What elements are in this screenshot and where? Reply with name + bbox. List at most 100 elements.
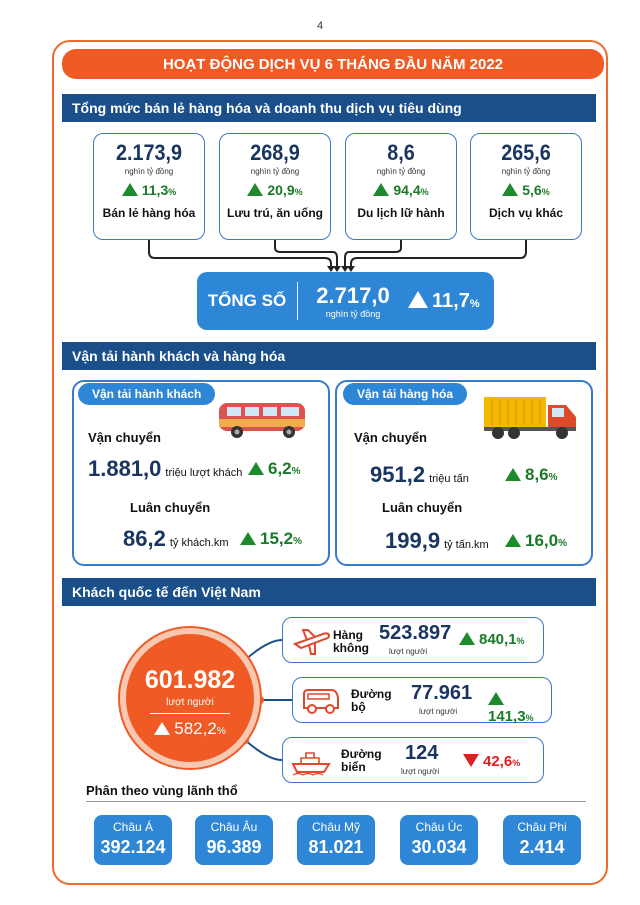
cargo-title: Vận tải hàng hóa — [343, 383, 468, 405]
airplane-icon — [293, 629, 331, 655]
up-arrow-icon — [505, 468, 521, 481]
region-name: Châu Âu — [210, 820, 258, 834]
up-arrow-icon — [488, 692, 504, 705]
up-arrow-icon — [505, 534, 521, 547]
mode-unit: lượt người — [419, 707, 458, 716]
down-arrow-icon — [463, 754, 479, 767]
retail-value: 265,6 — [501, 140, 551, 165]
pct-sign: % — [541, 187, 550, 197]
retail-value: 2.173,9 — [115, 140, 183, 165]
page-number: 4 — [316, 20, 324, 32]
mode-value: 523.897 — [379, 622, 452, 644]
mode-change: 141,3% — [488, 691, 551, 725]
retail-card-goods: 2.173,9 nghìn tỷ đồng 11,3% Bán lẻ hàng … — [93, 133, 205, 240]
mode-row-sea: Đường biển 124 lượt người 42,6% — [282, 737, 544, 783]
passenger-card — [72, 380, 330, 566]
mode-change: 840,1% — [459, 631, 525, 648]
pct-sign: % — [168, 187, 177, 197]
cargo-carry-unit: triệu tấn — [429, 473, 469, 485]
region-value: 2.414 — [519, 837, 565, 857]
mode-pct: 141,3 — [488, 708, 526, 725]
transport-heading: Vận tải hành khách và hàng hóa — [62, 342, 596, 370]
mode-value: 77.961 — [411, 682, 473, 704]
bus-icon — [219, 403, 305, 438]
region-name: Châu Á — [112, 820, 154, 834]
pct-sign: % — [516, 636, 525, 646]
visitors-total-circle: 601.982 lượt người 582,2% — [120, 628, 260, 768]
page-frame — [52, 40, 608, 885]
passenger-rotate-value: 86,2 — [123, 526, 166, 551]
mode-name: Đường bộ — [351, 687, 392, 714]
retail-label: Dịch vụ khác — [488, 206, 564, 220]
pct-sign: % — [558, 538, 567, 549]
pct-sign: % — [294, 187, 303, 197]
retail-unit: nghìn tỷ đồng — [124, 167, 174, 176]
region-name: Châu Phi — [517, 820, 567, 834]
up-arrow-icon — [502, 183, 519, 196]
pct-sign: % — [420, 187, 429, 197]
retail-pct: 20,9 — [267, 182, 295, 198]
region-box: Châu Á 392.124 — [94, 815, 172, 865]
cargo-carry-pct: 8,6 — [525, 465, 549, 484]
cargo-carry-label: Vận chuyển — [354, 430, 427, 445]
passenger-carry: 1.881,0 triệu lượt khách — [88, 456, 242, 482]
total-value: 2.717,0 — [316, 283, 390, 308]
visitors-total-unit: lượt người — [166, 697, 214, 708]
total-divider — [297, 282, 298, 320]
passenger-carry-pct: 6,2 — [268, 459, 292, 478]
pct-sign: % — [469, 297, 480, 310]
pct-sign: % — [291, 466, 301, 477]
mode-row-air: Hàng không 523.897 lượt người 840,1% — [282, 617, 544, 663]
retail-card-other: 265,6 nghìn tỷ đồng 5,6% Dịch vụ khác — [470, 133, 582, 240]
ship-icon — [291, 752, 331, 776]
mode-value: 124 — [405, 742, 439, 764]
region-value: 96.389 — [206, 837, 262, 857]
pct-sign: % — [293, 536, 302, 547]
region-value: 392.124 — [100, 837, 166, 857]
passenger-rotate-unit: tỷ khách.km — [169, 537, 229, 549]
up-arrow-icon — [154, 722, 171, 735]
up-arrow-icon — [248, 462, 264, 475]
cargo-carry-value: 951,2 — [370, 462, 426, 487]
passenger-carry-change: 6,2% — [248, 459, 301, 479]
region-box: Châu Mỹ 81.021 — [297, 815, 375, 865]
retail-unit: nghìn tỷ đồng — [250, 167, 300, 176]
page-title: HOẠT ĐỘNG DỊCH VỤ 6 THÁNG ĐẦU NĂM 2022 — [62, 49, 604, 79]
passenger-rotate-label: Luân chuyển — [130, 500, 211, 515]
retail-pct: 11,3 — [141, 182, 169, 198]
cargo-card — [335, 380, 593, 566]
region-title: Phân theo vùng lãnh thổ — [86, 783, 238, 798]
region-box: Châu Âu 96.389 — [195, 815, 273, 865]
pct-sign: % — [525, 713, 534, 723]
retail-heading: Tổng mức bán lẻ hàng hóa và doanh thu dị… — [62, 94, 596, 122]
cargo-rotate-value: 199,9 — [385, 528, 441, 553]
retail-label: Bán lẻ hàng hóa — [102, 206, 196, 220]
retail-total: TỔNG SỐ 2.717,0 nghìn tỷ đồng 11,7% — [197, 272, 494, 330]
cargo-carry-change: 8,6% — [505, 465, 558, 485]
region-box: Châu Úc 30.034 — [400, 815, 478, 865]
passenger-carry-value: 1.881,0 — [88, 456, 162, 481]
cargo-rotate: 199,9 tỷ tấn.km — [385, 528, 489, 554]
retail-card-accommodation: 268,9 nghìn tỷ đồng 20,9% Lưu trú, ăn uố… — [219, 133, 331, 240]
retail-card-travel: 8,6 nghìn tỷ đồng 94,4% Du lịch lữ hành — [345, 133, 457, 240]
retail-pct: 5,6 — [522, 182, 542, 198]
mode-row-road: Đường bộ 77.961 lượt người 141,3% — [292, 677, 552, 725]
up-arrow-icon — [459, 632, 475, 645]
visitors-total-value: 601.982 — [144, 666, 236, 694]
retail-value: 268,9 — [250, 140, 300, 165]
visitors-total-pct: 582,2 — [174, 719, 217, 738]
mode-pct: 42,6 — [483, 753, 513, 770]
up-arrow-icon — [240, 532, 256, 545]
cargo-rotate-pct: 16,0 — [525, 531, 559, 550]
mode-unit: lượt người — [389, 647, 428, 656]
up-arrow-icon — [121, 183, 138, 196]
cargo-rotate-label: Luân chuyển — [382, 500, 463, 515]
region-name: Châu Úc — [415, 820, 463, 834]
passenger-rotate-change: 15,2% — [240, 529, 302, 549]
total-unit: nghìn tỷ đồng — [325, 309, 381, 319]
mode-name: Hàng không — [333, 628, 369, 655]
up-arrow-icon — [247, 183, 264, 196]
total-label: TỔNG SỐ — [207, 291, 287, 310]
retail-value: 8,6 — [387, 140, 415, 165]
up-arrow-icon — [408, 290, 428, 308]
